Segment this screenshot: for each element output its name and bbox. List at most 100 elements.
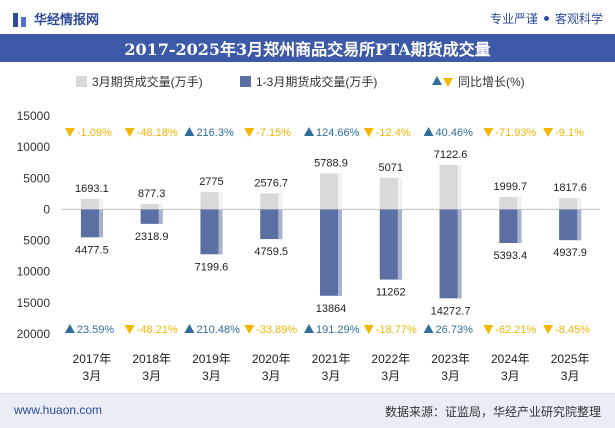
bar-ytd-highlight [577,209,582,241]
value-label-ytd: 4759.5 [254,246,288,258]
growth-down-icon [244,128,255,137]
bar-march [320,173,342,210]
chart-title: 2017-2025年3月郑州商品交易所PTA期货成交量 [124,40,491,59]
bar-march-highlight [98,198,103,210]
x-tick-label-year: 2019年 [192,352,231,366]
huajing-logo-icon [12,11,28,27]
legend-triangle-down-icon [443,78,453,87]
x-tick-label-year: 2024年 [491,352,530,366]
bar-march [140,203,163,210]
slogan: 专业严谨 客观科学 [490,10,603,27]
bar-march [260,193,283,210]
bar-ytd-highlight [158,209,163,224]
value-label-ytd: 11262 [376,287,406,299]
bar-ytd [200,209,223,255]
growth-up-icon [423,324,434,333]
y-tick-label: 15000 [17,296,51,310]
legend-label-ytd: 1-3月期货成交量(万手) [256,74,377,89]
value-label-ytd: 13864 [316,303,347,315]
bar-ytd [499,209,522,244]
bar-march [499,196,522,210]
y-tick-label: 15000 [17,109,51,123]
value-label-ytd: 2318.9 [135,231,169,243]
growth-march-label: 40.46% [436,127,474,139]
bar-ytd-highlight [517,209,522,244]
x-tick-label-year: 2025年 [551,352,590,366]
growth-down-icon [363,325,374,334]
value-label-march: 5071 [379,162,403,174]
growth-march-label: -12.4% [376,127,411,139]
slogan-right: 客观科学 [554,12,603,26]
x-tick-label-year: 2017年 [73,352,112,366]
legend-swatch-ytd [240,76,251,87]
bar-march-highlight [278,193,283,210]
x-tick-label-month: 3月 [83,369,102,383]
bar-ytd-highlight [338,209,342,296]
growth-up-icon [304,324,314,333]
bar-ytd [439,209,462,299]
value-label-ytd: 4477.5 [75,244,109,256]
growth-down-icon [363,128,374,137]
bar-ytd-highlight [98,209,103,238]
y-tick-label: 20000 [17,327,51,341]
value-label-march: 1999.7 [494,181,528,193]
bar-march-highlight [158,203,163,210]
bar-march-highlight [577,198,582,210]
value-label-march: 2576.7 [254,177,288,189]
bar-ytd-highlight [397,209,402,280]
value-label-ytd: 4937.9 [553,247,587,259]
bar-march [559,198,582,210]
x-tick-label-year: 2022年 [371,352,410,366]
bar-march-highlight [517,196,522,210]
x-tick-label-month: 3月 [322,369,341,383]
x-tick-label-month: 3月 [441,369,460,383]
footer-url[interactable]: www.huaon.com [14,403,103,417]
growth-march-label: -7.15% [256,127,291,139]
y-tick-label: 0 [43,202,50,216]
bar-ytd-highlight [218,209,223,255]
bar-march-highlight [218,192,223,210]
bar-march [379,177,402,210]
legend-label-march: 3月期货成交量(万手) [92,74,203,89]
bar-march [80,198,103,210]
footer-source: 数据来源：证监局，华经产业研究院整理 [384,405,601,419]
x-tick-label-year: 2018年 [132,352,171,366]
x-tick-label-month: 3月 [142,369,161,383]
growth-ytd-label: -48.21% [137,324,178,336]
growth-ytd-label: 210.48% [196,324,240,336]
growth-up-icon [423,127,434,136]
bar-ytd [379,209,402,280]
growth-down-icon [483,128,494,137]
x-tick-label-month: 3月 [262,369,281,383]
bar-ytd-highlight [278,209,283,240]
bar-march-highlight [457,165,462,210]
bar-ytd [140,209,163,224]
growth-ytd-label: 23.59% [77,324,115,336]
y-tick-label: 5000 [23,234,50,248]
growth-up-icon [184,127,195,136]
x-tick-label-month: 3月 [381,369,400,383]
bullet-icon [543,16,549,21]
growth-march-label: -48.18% [137,127,178,139]
bar-ytd-highlight [457,209,462,299]
bar-ytd [260,209,283,240]
growth-ytd-label: 26.73% [436,324,474,336]
growth-march-label: -9.1% [555,127,584,139]
x-tick-label-month: 3月 [501,369,520,383]
value-label-march: 1693.1 [75,183,109,195]
growth-march-label: -71.93% [495,127,536,139]
chart: 3月期货成交量(万手) 1-3月期货成交量(万手) 同比增长(%) 15000 1000… [17,74,600,383]
bar-march-highlight [338,173,342,210]
chart-title-bar: 2017-2025年3月郑州商品交易所PTA期货成交量 [0,34,615,62]
value-label-march: 2775 [199,176,223,188]
bar-ytd [320,209,342,296]
brand[interactable]: 华经情报网 [12,9,99,28]
y-tick-label: 5000 [23,171,50,185]
growth-ytd-label: -62.21% [495,324,536,336]
bar-march-highlight [397,177,402,210]
legend-swatch-march [76,76,87,87]
x-tick-label-year: 2021年 [312,352,351,366]
footer: www.huaon.com 数据来源：证监局，华经产业研究院整理 [0,393,615,428]
growth-up-icon [64,324,75,333]
slogan-left: 专业严谨 [489,12,538,26]
